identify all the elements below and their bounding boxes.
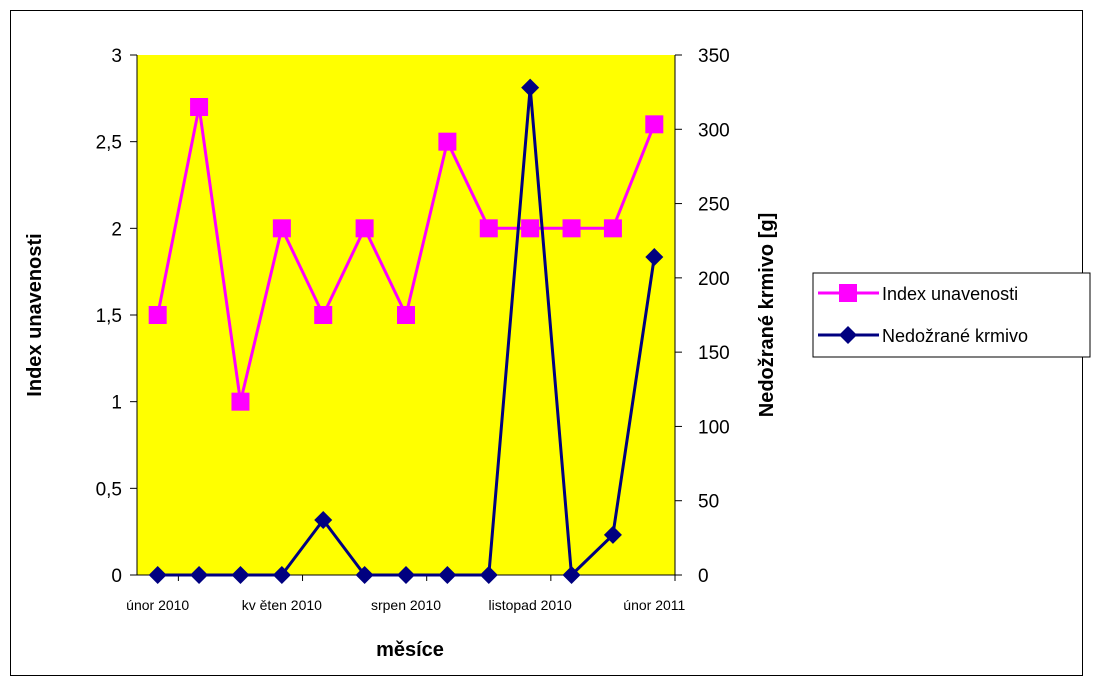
- x-axis-title: měsíce: [376, 639, 444, 661]
- data-point: [190, 566, 209, 584]
- y-left-tick-label: 2: [111, 219, 122, 240]
- data-point: [397, 306, 415, 324]
- data-point: [231, 566, 250, 584]
- y-right-tick-label: 300: [698, 120, 730, 141]
- y-right-tick-label: 0: [698, 566, 709, 587]
- data-point: [603, 219, 622, 238]
- x-tick-label: listopad 2010: [489, 597, 573, 613]
- data-point: [231, 392, 250, 411]
- data-point: [479, 566, 498, 584]
- data-point: [314, 306, 333, 324]
- y-left-tick-label: 1: [111, 393, 122, 414]
- y-axis-right-title: Nedožrané krmivo [g]: [756, 213, 778, 417]
- x-axis-ticks: únor 2010 kv ěten 2010 srpen 2010 listopad …: [126, 575, 686, 613]
- data-point: [272, 566, 291, 584]
- data-point: [314, 511, 333, 530]
- x-tick-label: srpen 2010: [371, 597, 441, 613]
- data-point: [148, 566, 167, 584]
- x-tick-label: únor 2010: [126, 597, 189, 613]
- data-point: [521, 219, 540, 238]
- y-left-tick-label: 3: [111, 46, 122, 67]
- data-point: [521, 78, 540, 97]
- data-point: [355, 566, 374, 584]
- x-tick-label: únor 2011: [623, 597, 685, 613]
- y-left-tick-label: 1,5: [96, 306, 122, 327]
- data-point: [479, 219, 498, 238]
- data-point: [355, 219, 374, 238]
- data-point: [645, 115, 664, 134]
- data-point: [562, 566, 581, 584]
- data-point: [562, 219, 581, 238]
- data-point: [645, 248, 664, 267]
- legend-swatch-marker: [839, 284, 857, 302]
- legend-label: Index unavenosti: [882, 284, 1018, 304]
- legend: Index unavenosti Nedožrané krmivo: [812, 272, 1091, 358]
- data-point: [397, 566, 415, 584]
- y-right-tick-label: 150: [698, 343, 730, 364]
- data-point: [438, 132, 457, 151]
- x-tick-label: kv ěten 2010: [242, 597, 322, 613]
- y-axis-left-title: Index unavenosti: [24, 233, 46, 396]
- legend-label: Nedožrané krmivo: [882, 326, 1028, 346]
- y-axis-left-ticks: 0 0,5 1 1,5 2 2,5 3: [96, 46, 137, 587]
- y-right-tick-label: 200: [698, 269, 730, 290]
- y-left-tick-label: 0: [111, 566, 122, 587]
- data-point: [603, 525, 622, 544]
- data-point: [438, 566, 457, 584]
- y-axis-right-ticks: 0 50 100 150 200 250 300 350: [675, 46, 730, 587]
- y-right-tick-label: 100: [698, 417, 730, 438]
- series-layer: [148, 78, 664, 584]
- data-point: [148, 306, 167, 324]
- y-right-tick-label: 50: [698, 492, 719, 513]
- y-left-tick-label: 2,5: [96, 133, 122, 154]
- legend-box: [812, 272, 1091, 358]
- y-right-tick-label: 350: [698, 46, 730, 67]
- y-right-tick-label: 250: [698, 195, 730, 216]
- data-point: [272, 219, 291, 238]
- y-left-tick-label: 0,5: [96, 479, 122, 500]
- legend-swatch-marker: [839, 326, 857, 344]
- data-point: [190, 98, 209, 116]
